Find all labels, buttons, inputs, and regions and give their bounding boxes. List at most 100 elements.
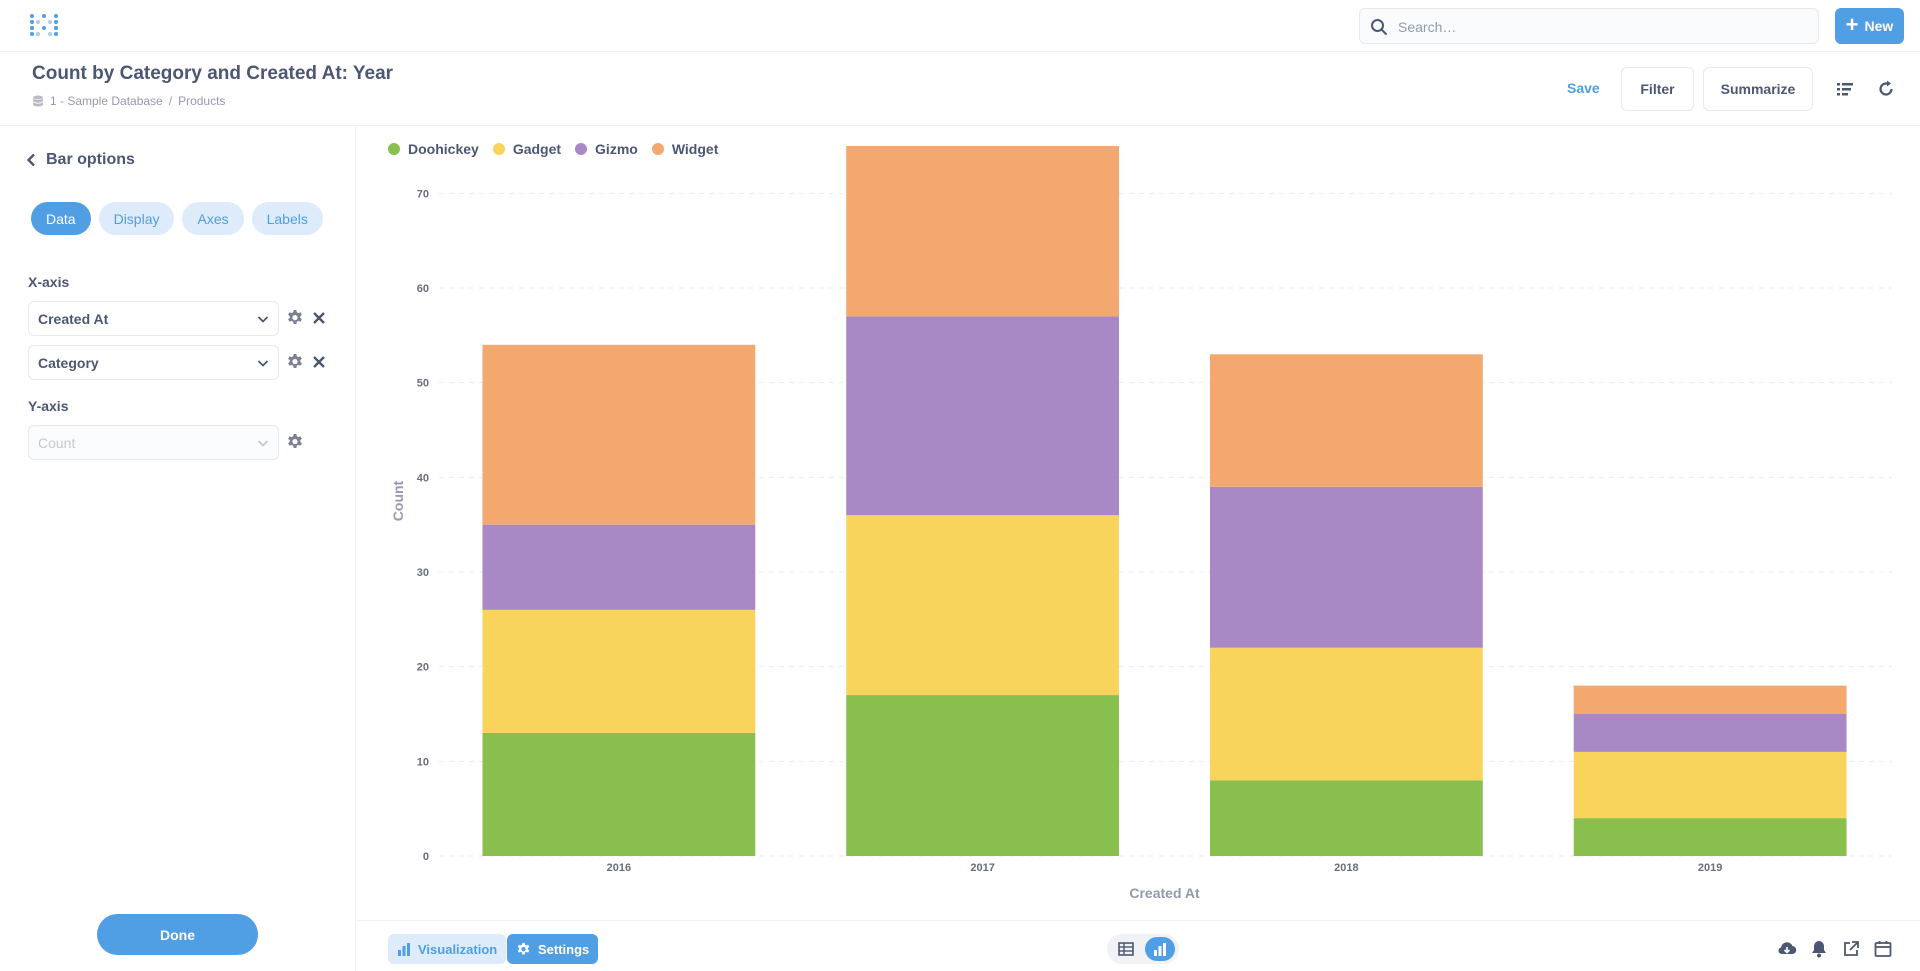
search-bar[interactable] (1359, 8, 1819, 44)
bar-segment[interactable] (846, 515, 1120, 696)
y-tick-label: 10 (417, 756, 429, 768)
bar-segment[interactable] (1209, 647, 1483, 781)
new-button[interactable]: + New (1835, 8, 1904, 44)
legend-item-gadget[interactable]: Gadget (492, 141, 562, 157)
legend-dot (651, 143, 664, 155)
breadcrumb: 1 - Sample Database / Products (32, 94, 225, 108)
legend-label: Gizmo (595, 141, 638, 157)
tab-labels[interactable]: Labels (251, 202, 323, 235)
bell-icon[interactable] (1809, 939, 1829, 959)
bar-segment[interactable] (1573, 751, 1847, 819)
legend-label: Gadget (512, 141, 562, 157)
legend-item-gizmo[interactable]: Gizmo (575, 141, 638, 157)
chevron-left-icon (26, 153, 35, 167)
tab-display[interactable]: Display (98, 202, 175, 235)
search-icon (1371, 19, 1387, 35)
x-tick-label: 2019 (1698, 862, 1722, 874)
page-title: Count by Category and Created At: Year (32, 63, 394, 84)
calendar-icon[interactable] (1873, 939, 1893, 959)
chevron-down-icon (257, 440, 269, 447)
chevron-down-icon (257, 360, 269, 367)
table-view-toggle[interactable] (1111, 937, 1141, 961)
bar-segment[interactable] (846, 695, 1120, 856)
summarize-button[interactable]: Summarize (1703, 67, 1813, 111)
metabase-logo-icon[interactable] (30, 12, 58, 40)
table-chart-toggle (1107, 934, 1179, 964)
y-tick-label: 40 (417, 472, 429, 484)
y-tick-label: 70 (417, 188, 429, 200)
y-tick-label: 30 (417, 567, 429, 579)
question-header: Count by Category and Created At: Year 1… (0, 52, 1920, 126)
gear-icon[interactable] (286, 309, 304, 327)
breadcrumb-table[interactable]: Products (178, 94, 226, 108)
gear-icon (517, 942, 530, 954)
legend-dot (492, 143, 505, 155)
x-tick-label: 2018 (1334, 862, 1358, 874)
legend-label: Doohickey (408, 141, 479, 157)
bar-options-title: Bar options (46, 151, 135, 168)
bar-chart-icon (1154, 943, 1166, 956)
top-navigation-bar: + New (0, 0, 1920, 52)
save-button[interactable]: Save (1567, 80, 1600, 96)
breadcrumb-separator: / (168, 94, 173, 108)
y-tick-label: 0 (423, 851, 429, 863)
legend-dot (388, 143, 400, 155)
done-button[interactable]: Done (97, 914, 258, 955)
share-icon[interactable] (1841, 939, 1861, 959)
bar-segment[interactable] (1209, 486, 1483, 648)
filter-button[interactable]: Filter (1621, 67, 1694, 111)
bar-segment[interactable] (482, 524, 756, 610)
x-tick-label: 2016 (607, 862, 631, 874)
new-button-label: New (1864, 18, 1894, 34)
chart-view-toggle[interactable] (1145, 937, 1175, 961)
legend-label: Widget (671, 141, 719, 157)
notebook-editor-icon[interactable] (1836, 80, 1854, 98)
bar-segment[interactable] (482, 609, 756, 733)
bar-segment[interactable] (1209, 780, 1483, 856)
legend-item-doohickey[interactable]: Doohickey (388, 141, 479, 157)
x-axis-label: X-axis (28, 274, 70, 290)
bar-chart-icon (398, 943, 410, 956)
chevron-down-icon (257, 316, 269, 323)
bar-segment[interactable] (1573, 685, 1847, 714)
download-icon[interactable] (1777, 939, 1797, 959)
tab-data[interactable]: Data (31, 202, 91, 235)
close-icon[interactable] (310, 309, 328, 327)
bar-segment[interactable] (482, 344, 756, 525)
visualization-button[interactable]: Visualization (388, 934, 507, 964)
settings-label: Settings (538, 941, 590, 957)
bar-segment[interactable] (1209, 354, 1483, 487)
refresh-icon[interactable] (1877, 80, 1895, 98)
query-footer: Visualization Settings (357, 920, 1920, 971)
y-axis-label: Y-axis (28, 398, 69, 414)
visualization-label: Visualization (418, 941, 498, 957)
legend-item-widget[interactable]: Widget (651, 141, 719, 157)
x-tick-label: 2017 (970, 862, 994, 874)
bar-segment[interactable] (1573, 714, 1847, 752)
plus-icon: + (1845, 12, 1859, 37)
gear-icon[interactable] (286, 433, 304, 451)
y-axis-title: Count (390, 480, 406, 521)
x-axis-select-category[interactable]: Category (28, 345, 279, 380)
bar-segment[interactable] (482, 732, 756, 856)
bar-segment[interactable] (846, 316, 1120, 516)
tab-axes[interactable]: Axes (182, 202, 244, 235)
stacked-bar-chart: 0 10 20 30 40 50 60 70 2016 2017 2018 2019 Created A… (390, 146, 1892, 901)
y-axis-select-value: Count (38, 434, 76, 451)
breadcrumb-database[interactable]: 1 - Sample Database (50, 94, 163, 108)
close-icon[interactable] (310, 353, 328, 371)
table-icon (1118, 942, 1134, 956)
gear-icon[interactable] (286, 353, 304, 371)
x-axis-title: Created At (1129, 885, 1200, 901)
bar-segment[interactable] (1573, 818, 1847, 856)
y-axis-select-count[interactable]: Count (28, 425, 279, 460)
chart-settings-sidebar: Bar options Data Display Axes Labels X-a… (0, 126, 356, 971)
x-axis-select-value: Category (38, 354, 99, 371)
bar-options-back[interactable]: Bar options (26, 151, 135, 169)
settings-button[interactable]: Settings (507, 934, 599, 964)
x-axis-select-created-at[interactable]: Created At (28, 301, 279, 336)
y-tick-label: 60 (417, 283, 429, 295)
search-input[interactable] (1398, 15, 1798, 39)
bar-segment[interactable] (846, 146, 1120, 317)
settings-tabs: Data Display Axes Labels (31, 202, 323, 235)
